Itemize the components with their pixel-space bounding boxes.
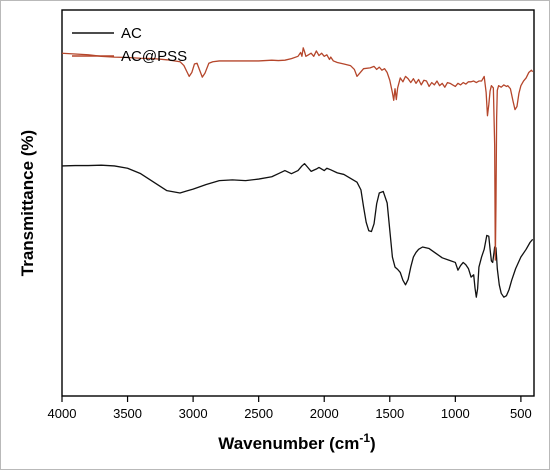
series-layer bbox=[61, 47, 534, 298]
series-line-ac-pss bbox=[61, 47, 534, 261]
x-tick-label-3500: 3500 bbox=[113, 406, 142, 421]
plot-border bbox=[61, 9, 535, 397]
legend: AC AC@PSS bbox=[72, 25, 187, 65]
x-axis-title: Wavenumber (cm-1) bbox=[218, 431, 375, 453]
x-tick-label-1000: 1000 bbox=[441, 406, 470, 421]
x-tick-label-2500: 2500 bbox=[244, 406, 273, 421]
x-axis-title-superscript: -1 bbox=[359, 431, 370, 445]
x-axis-title-main: Wavenumber (cm bbox=[218, 434, 359, 453]
x-axis-title-close: ) bbox=[370, 434, 376, 453]
x-tick-label-4000: 4000 bbox=[48, 406, 77, 421]
legend-label-ac-pss: AC@PSS bbox=[121, 48, 187, 65]
x-tick-label-1500: 1500 bbox=[375, 406, 404, 421]
x-tick-label-3000: 3000 bbox=[179, 406, 208, 421]
x-tick-label-2000: 2000 bbox=[310, 406, 339, 421]
legend-label-ac: AC bbox=[121, 25, 142, 42]
series-line-ac bbox=[61, 162, 534, 298]
x-tick-label-500: 500 bbox=[510, 406, 532, 421]
y-axis-title: Transmittance (%) bbox=[18, 130, 37, 276]
plot-area bbox=[61, 9, 535, 397]
x-axis: 4000 3500 3000 2500 2000 1500 1000 500 bbox=[48, 396, 532, 421]
